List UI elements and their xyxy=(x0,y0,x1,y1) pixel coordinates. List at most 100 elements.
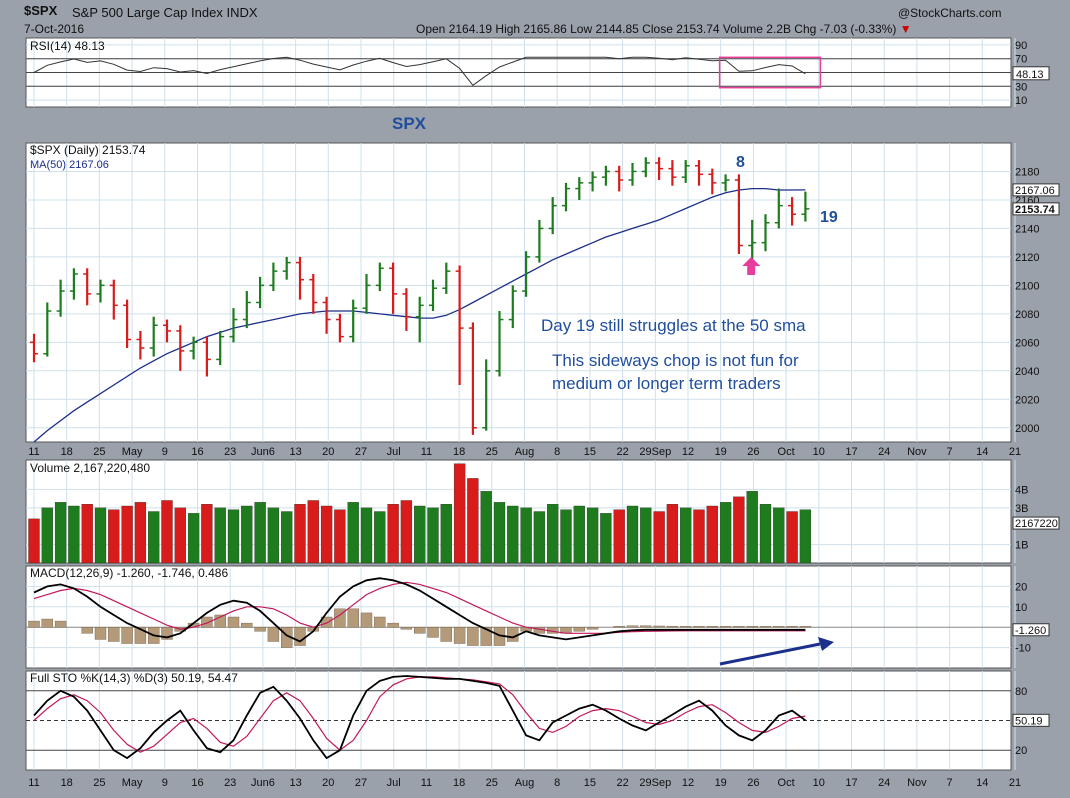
macd-histogram-bar xyxy=(241,622,253,628)
volume-bar xyxy=(374,511,386,564)
x-tick-label-top: 7 xyxy=(947,446,953,458)
volume-bar xyxy=(68,505,80,564)
volume-bar xyxy=(320,505,333,564)
volume-bar xyxy=(613,509,625,564)
close-label-box xyxy=(1012,202,1060,216)
x-tick-label-bottom: 27 xyxy=(355,777,367,789)
macd-histogram-bar xyxy=(201,616,213,628)
x-tick-label-top: 18 xyxy=(61,446,73,458)
x-tick-label-bottom: 26 xyxy=(747,777,759,789)
sto-k-line xyxy=(33,675,806,760)
volume-bar xyxy=(600,513,612,564)
macd-histogram-bar xyxy=(294,627,306,646)
volume-bar xyxy=(640,507,652,564)
sto-last-box xyxy=(1012,713,1050,727)
volume-bar xyxy=(573,505,585,564)
x-tick-label-bottom: 19 xyxy=(715,777,727,789)
macd-histogram-bar xyxy=(480,627,492,646)
x-tick-label-top: 21 xyxy=(1009,446,1021,458)
volume-bar xyxy=(360,507,373,564)
ma-legend: MA(50) 2167.06 xyxy=(30,159,109,171)
x-tick-label-top: Nov xyxy=(907,446,927,458)
macd-histogram-bar xyxy=(693,626,705,628)
macd-title: MACD(12,26,9) -1.260, -1.746, 0.486 xyxy=(30,566,228,580)
ma-last-label: 2167.06 xyxy=(1015,185,1055,197)
panel-vol xyxy=(25,459,1012,564)
volume-bar xyxy=(214,507,226,564)
macd-histogram-bar xyxy=(54,620,67,628)
volume-bar xyxy=(719,502,732,564)
sto-tick-label: 20 xyxy=(1015,745,1027,757)
volume-bar xyxy=(680,507,692,564)
macd-trend-arrowhead xyxy=(818,637,834,651)
volume-bar xyxy=(174,507,186,564)
volume-last-label: 2167220 xyxy=(1015,518,1058,530)
volume-bar xyxy=(201,503,213,564)
volume-bar xyxy=(746,491,758,564)
macd-histogram-bar xyxy=(773,626,785,628)
panel-macd xyxy=(25,565,1012,669)
volume-bar xyxy=(427,507,439,564)
chart-date: 7-Oct-2016 xyxy=(24,22,85,36)
macd-histogram-bar xyxy=(640,625,652,628)
x-tick-label-bottom: 16 xyxy=(191,777,203,789)
volume-bar xyxy=(786,511,798,564)
macd-tick-label: -10 xyxy=(1015,643,1031,655)
volume-tick-label: 1B xyxy=(1015,540,1028,552)
volume-bar xyxy=(281,511,293,564)
x-tick-label-top: Jul xyxy=(387,446,401,458)
volume-bar xyxy=(81,503,93,564)
volume-bar xyxy=(799,509,812,564)
macd-histogram-bar xyxy=(467,627,479,646)
macd-histogram-bar xyxy=(440,627,452,642)
x-tick-label-bottom: 8 xyxy=(554,777,560,789)
rsi-line xyxy=(33,56,806,86)
price-tick-label: 2120 xyxy=(1015,252,1039,264)
x-tick-label-bottom: Oct xyxy=(778,777,795,789)
macd-histogram-bar xyxy=(706,626,718,628)
volume-last-box xyxy=(1012,516,1060,530)
price-tick-label: 2060 xyxy=(1015,337,1039,349)
volume-bar xyxy=(507,505,519,564)
volume-bar xyxy=(560,509,572,564)
macd-histogram-bar xyxy=(254,627,266,632)
macd-histogram-bar xyxy=(94,627,107,640)
x-tick-label-bottom: 25 xyxy=(486,777,498,789)
x-tick-label-bottom: 23 xyxy=(224,777,236,789)
volume-bar xyxy=(387,503,399,564)
macd-histogram-bar xyxy=(746,626,758,628)
x-tick-label-top: 17 xyxy=(845,446,857,458)
volume-bar xyxy=(148,511,160,564)
x-tick-label-bottom: 22 xyxy=(616,777,628,789)
volume-bar xyxy=(267,507,280,564)
x-tick-label-bottom: 18 xyxy=(61,777,73,789)
x-tick-label-top: 27 xyxy=(355,446,367,458)
rsi-last-value-box xyxy=(1012,66,1050,81)
macd-histogram-bar xyxy=(267,627,280,642)
macd-histogram-bar xyxy=(719,626,732,628)
x-tick-label-top: 10 xyxy=(813,446,825,458)
volume-bar xyxy=(626,505,639,564)
annotation-note-3: medium or longer term traders xyxy=(552,374,781,393)
volume-bar xyxy=(666,503,679,564)
rsi-highlight-box xyxy=(718,56,822,89)
price-title: $SPX (Daily) 2153.74 xyxy=(30,143,146,157)
x-tick-label-bottom: Jul xyxy=(387,777,401,789)
x-tick-label-top: Jun6 xyxy=(251,446,275,458)
volume-bar xyxy=(254,502,266,564)
x-tick-label-bottom: 13 xyxy=(289,777,301,789)
x-tick-label-bottom: 21 xyxy=(1009,777,1021,789)
volume-bar xyxy=(520,507,532,564)
ohlc-readout: Open 2164.19 High 2165.86 Low 2144.85 Cl… xyxy=(416,22,912,36)
annotation-spx: SPX xyxy=(392,114,427,133)
macd-histogram-bar xyxy=(759,626,772,628)
annotation-note-1: Day 19 still struggles at the 50 sma xyxy=(541,316,806,335)
volume-bar xyxy=(706,505,718,564)
x-tick-label-top: 25 xyxy=(486,446,498,458)
x-tick-label-top: 11 xyxy=(421,446,432,458)
volume-bar xyxy=(533,511,546,564)
macd-histogram-bar xyxy=(161,627,173,640)
volume-bar xyxy=(773,507,785,564)
macd-trend-arrow-line xyxy=(719,642,821,666)
